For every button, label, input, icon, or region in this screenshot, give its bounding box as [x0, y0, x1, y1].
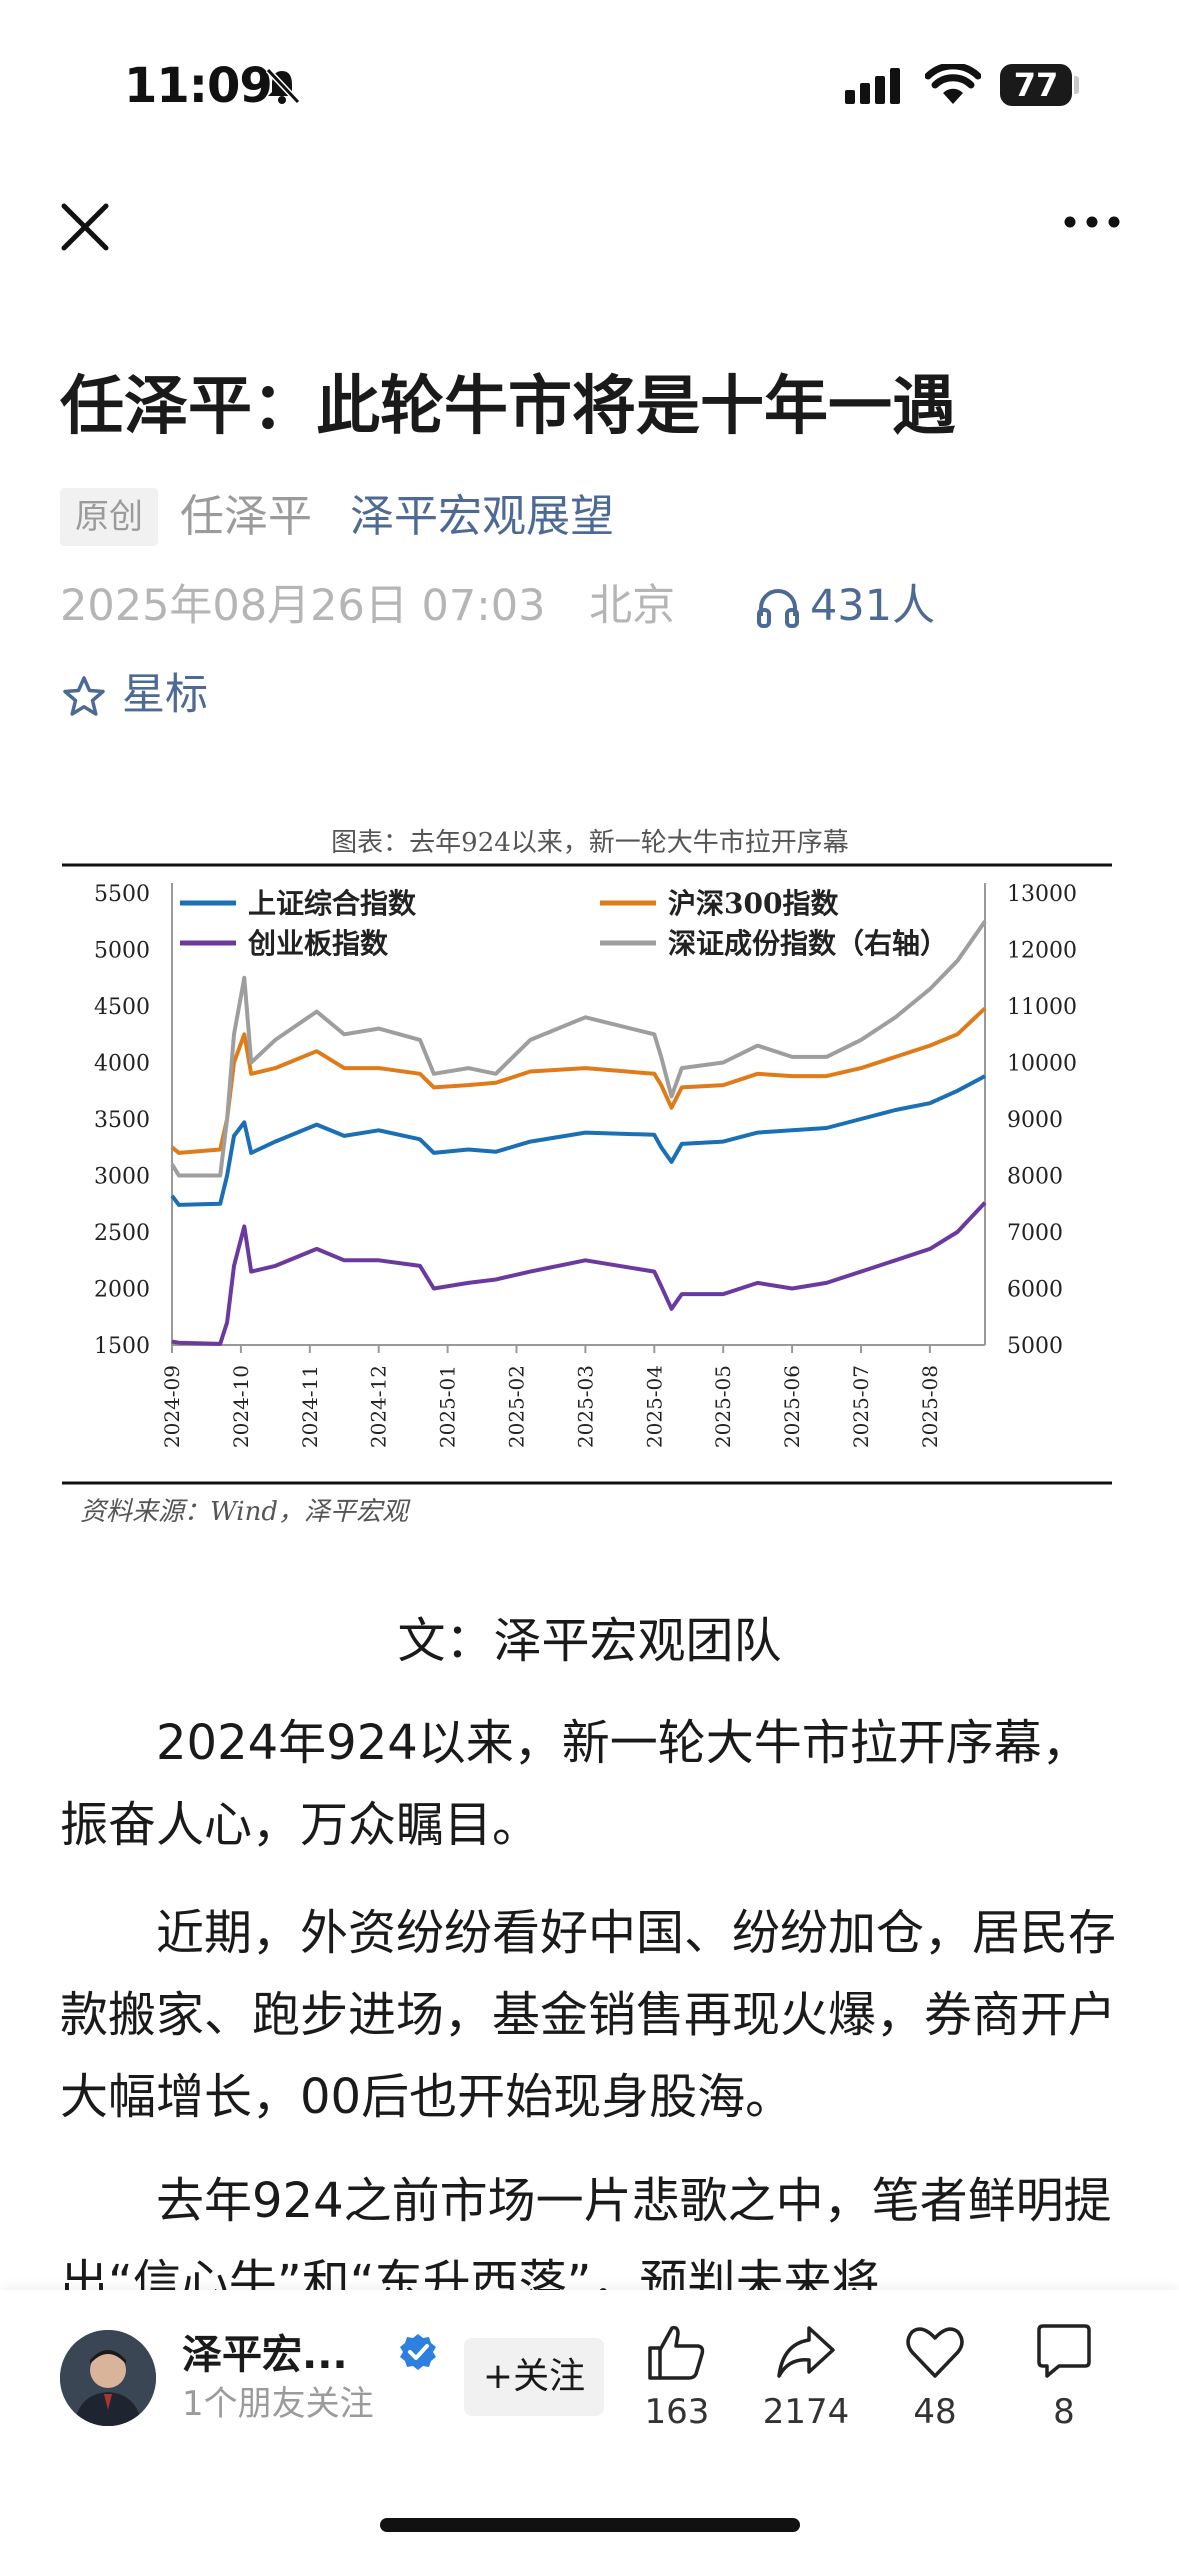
y-tick-label-left: 3500	[94, 1108, 150, 1133]
y-tick-label-right: 10000	[1007, 1052, 1077, 1077]
y-tick-label-left: 4000	[94, 1052, 150, 1077]
bottom-action-bar	[0, 2290, 1179, 2556]
cellular-signal-icon	[845, 68, 900, 104]
favorite-count: 48	[913, 2392, 957, 2432]
home-indicator	[380, 2518, 800, 2532]
index-chart: 图表：去年924以来，新一轮大牛市拉开序幕 5500 5000 4500 4000 35…	[62, 828, 1112, 1527]
battery-cap	[1074, 76, 1079, 94]
article-title: 任泽平：此轮牛市将是十年一遇	[60, 370, 956, 444]
star-icon	[63, 676, 105, 716]
y-tick-label-left: 2000	[94, 1278, 150, 1303]
y-tick-label-right: 9000	[1007, 1108, 1063, 1133]
like-count: 163	[644, 2392, 710, 2432]
article-paragraph: 近期，外资纷纷看好中国、纷纷加仓，居民存款搬家、跑步进场，基金销售再现火爆，券商…	[60, 1905, 1117, 2125]
account-name[interactable]: 泽平宏...	[182, 2332, 348, 2378]
x-tick-label: 2025-05	[711, 1365, 735, 1448]
y-tick-label-right: 7000	[1007, 1221, 1063, 1246]
comment-button[interactable]: 8	[1009, 2322, 1119, 2432]
x-tick-label: 2025-04	[642, 1365, 666, 1448]
x-tick-label: 2025-03	[573, 1365, 597, 1448]
more-options-icon[interactable]	[1062, 212, 1122, 232]
publish-info: 2025年08月26日 07:03 北京	[60, 578, 675, 634]
x-tick-label: 2025-08	[918, 1365, 942, 1448]
x-tick-label: 2024-10	[229, 1365, 253, 1448]
status-time: 11:09	[124, 58, 273, 114]
follow-button[interactable]: +关注	[464, 2338, 604, 2416]
y-tick-label-right: 13000	[1007, 882, 1077, 907]
y-tick-label-left: 3000	[94, 1165, 150, 1190]
y-tick-label-right: 6000	[1007, 1278, 1063, 1303]
article-paragraph: 2024年924以来，新一轮大牛市拉开序幕，振奋人心，万众瞩目。	[60, 1715, 1090, 1853]
chart-lines	[170, 920, 987, 1346]
like-button[interactable]: 163	[622, 2322, 732, 2432]
series-line	[170, 920, 987, 1178]
chart-title: 图表：去年924以来，新一轮大牛市拉开序幕	[331, 828, 849, 858]
y-tick-label-right: 5000	[1007, 1334, 1063, 1359]
y-tick-label-right: 11000	[1007, 995, 1077, 1020]
original-badge: 原创	[60, 488, 158, 546]
wifi-icon	[925, 64, 981, 104]
bell-muted-icon	[265, 67, 301, 105]
series-line	[170, 1074, 986, 1207]
legend-label: 沪深300指数	[668, 887, 839, 920]
x-tick-label: 2025-02	[504, 1365, 528, 1448]
y-tick-label-right: 12000	[1007, 939, 1077, 964]
chart-source: 资料来源：Wind，泽平宏观	[80, 1497, 411, 1527]
x-tick-label: 2024-09	[160, 1365, 184, 1448]
heart-icon	[906, 2327, 964, 2378]
listen-count: 431人	[810, 581, 936, 631]
y-tick-label-left: 5500	[94, 882, 150, 907]
series-line	[171, 1201, 987, 1346]
close-icon[interactable]	[58, 200, 112, 254]
battery-icon: 77	[1000, 64, 1072, 106]
y-tick-label-left: 2500	[94, 1221, 150, 1246]
article-paragraph: 去年924之前市场一片悲歌之中，笔者鲜明提出“信心牛”和“东升西落”，预判未来将	[60, 2173, 1112, 2311]
comment-count: 8	[1053, 2392, 1075, 2432]
x-tick-label: 2025-01	[436, 1365, 460, 1448]
y-tick-label-right: 8000	[1007, 1165, 1063, 1190]
x-tick-label: 2024-12	[367, 1365, 391, 1448]
y-tick-label-left: 4500	[94, 995, 150, 1020]
star-label: 星标	[122, 670, 208, 720]
x-tick-label: 2024-11	[298, 1365, 322, 1448]
headphones-icon	[757, 589, 799, 628]
x-tick-label: 2025-07	[849, 1365, 873, 1448]
account-link[interactable]: 泽平宏观展望	[350, 491, 614, 542]
verified-icon	[400, 2334, 436, 2370]
avatar-portrait	[60, 2330, 156, 2426]
author-name: 任泽平	[180, 491, 312, 542]
legend-label: 深证成份指数（右轴）	[668, 927, 948, 960]
legend-label: 创业板指数	[247, 927, 389, 960]
share-count: 2174	[762, 2392, 850, 2432]
account-avatar[interactable]	[60, 2330, 156, 2426]
article-byline: 文：泽平宏观团队	[397, 1613, 782, 1669]
publish-location: 北京	[589, 581, 676, 631]
share-arrow-icon	[777, 2326, 835, 2378]
chart-axes: 5500 5000 4500 4000 3500 3000 2500 2000 1500 1300…	[94, 882, 1077, 1448]
comment-bubble-icon	[1037, 2324, 1091, 2378]
legend-label: 上证综合指数	[248, 887, 417, 920]
series-line	[170, 1006, 987, 1155]
x-tick-label: 2025-06	[780, 1365, 804, 1448]
y-tick-label-left: 5000	[94, 939, 150, 964]
favorite-button[interactable]: 48	[880, 2322, 990, 2432]
publish-date: 2025年08月26日 07:03	[60, 581, 546, 631]
friends-following: 1个朋友关注	[182, 2384, 374, 2424]
share-button[interactable]: 2174	[751, 2322, 861, 2432]
y-tick-label-left: 1500	[94, 1334, 150, 1359]
thumbs-up-icon	[648, 2325, 705, 2380]
